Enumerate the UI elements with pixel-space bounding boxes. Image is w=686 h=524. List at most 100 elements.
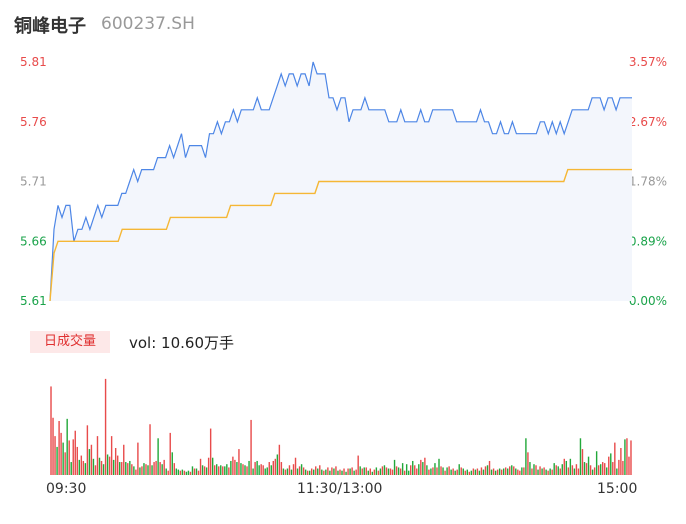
volume-bar xyxy=(100,460,103,475)
volume-bar xyxy=(304,469,307,475)
volume-bar xyxy=(369,468,371,475)
volume-bar xyxy=(589,465,592,475)
volume-bar xyxy=(70,462,72,475)
volume-bar xyxy=(365,467,367,475)
volume-bar xyxy=(157,438,159,475)
volume-bar xyxy=(310,468,313,475)
volume-bar xyxy=(504,467,507,475)
volume-bar xyxy=(569,458,572,475)
volume-bar xyxy=(185,471,188,475)
volume-tab[interactable]: 日成交量 xyxy=(30,331,110,353)
volume-bar xyxy=(270,465,272,475)
volume-bar xyxy=(553,463,555,475)
volume-bar xyxy=(114,448,117,475)
volume-bar xyxy=(191,466,194,475)
volume-bar xyxy=(161,464,163,475)
volume-bar xyxy=(612,462,614,475)
volume-bar xyxy=(381,466,384,475)
volume-bar xyxy=(137,442,139,475)
volume-bar xyxy=(327,467,329,475)
volume-bar xyxy=(407,470,410,475)
volume-bar xyxy=(315,466,317,475)
volume-bar xyxy=(422,462,424,475)
volume-bar xyxy=(127,463,129,475)
average-price-line xyxy=(49,168,632,302)
volume-bar xyxy=(262,465,264,475)
volume-bar xyxy=(490,469,493,475)
volume-bar xyxy=(189,471,192,475)
volume-bar xyxy=(218,466,220,475)
volume-bar xyxy=(375,467,378,475)
volume-bar xyxy=(246,466,248,475)
volume-bar xyxy=(288,465,291,475)
volume-bar xyxy=(179,470,182,475)
volume-bar xyxy=(430,468,432,475)
volume-bar xyxy=(537,469,539,475)
volume-bar xyxy=(450,469,452,475)
volume-bar xyxy=(74,430,76,475)
volume-bar xyxy=(321,469,323,475)
volume-bar xyxy=(84,463,87,475)
volume-bar xyxy=(110,436,113,475)
time-tick-midday: 11:30/13:00 xyxy=(297,481,383,497)
volume-bar xyxy=(300,464,303,475)
volume-bar xyxy=(78,459,80,475)
volume-bar xyxy=(361,468,363,475)
volume-bar xyxy=(197,470,200,475)
volume-bar xyxy=(66,418,68,475)
volume-bar xyxy=(60,432,62,475)
volume-bar xyxy=(448,466,450,475)
volume-bar xyxy=(250,419,252,475)
volume-bar xyxy=(620,448,622,475)
volume-bar xyxy=(470,470,473,475)
volume-bar xyxy=(139,467,141,475)
volume-bar xyxy=(90,444,93,475)
volume-bar xyxy=(442,467,444,475)
volume-bar xyxy=(98,457,101,475)
volume-bar xyxy=(511,465,513,475)
volume-bar xyxy=(405,464,408,475)
volume-bar xyxy=(306,470,309,475)
price-tick-label: 5.76 xyxy=(20,115,47,129)
volume-bar xyxy=(290,469,293,475)
volume-bar xyxy=(500,469,503,475)
volume-bar xyxy=(434,463,436,475)
volume-bar xyxy=(149,424,151,475)
volume-bar xyxy=(456,469,458,475)
volume-bar xyxy=(616,468,618,475)
volume-bar xyxy=(359,466,361,475)
volume-bar xyxy=(123,444,125,475)
volume-bar xyxy=(624,439,626,475)
volume-bar xyxy=(618,459,620,475)
volume-bar xyxy=(502,468,505,475)
volume-bar xyxy=(476,468,479,475)
volume-bar xyxy=(345,471,347,475)
volume-bar xyxy=(341,470,343,475)
volume-bar xyxy=(571,465,574,475)
volume-bar xyxy=(403,470,406,475)
volume-bar xyxy=(296,468,299,475)
volume-bar xyxy=(317,468,319,475)
volume-bar xyxy=(298,466,301,475)
volume-bar xyxy=(94,465,97,475)
volume-bar xyxy=(474,469,477,475)
volume-bar xyxy=(116,455,119,475)
volume-bar xyxy=(367,470,369,475)
price-tick-label: 5.61 xyxy=(20,294,47,308)
volume-bar xyxy=(527,452,529,475)
volume-bar xyxy=(573,468,576,475)
volume-bar xyxy=(72,439,74,475)
volume-bar xyxy=(242,464,244,475)
volume-bar xyxy=(355,469,357,475)
volume-bar xyxy=(561,464,563,475)
volume-bar xyxy=(462,468,464,475)
volume-bar xyxy=(339,469,341,475)
volume-bar xyxy=(496,469,499,475)
volume-value: vol: 10.60万手 xyxy=(129,334,234,352)
volume-bar xyxy=(480,467,483,475)
volume-bar xyxy=(119,462,121,475)
volume-bar xyxy=(147,465,149,475)
volume-bar xyxy=(498,468,501,475)
volume-bar xyxy=(155,460,157,475)
volume-bar xyxy=(591,469,594,475)
